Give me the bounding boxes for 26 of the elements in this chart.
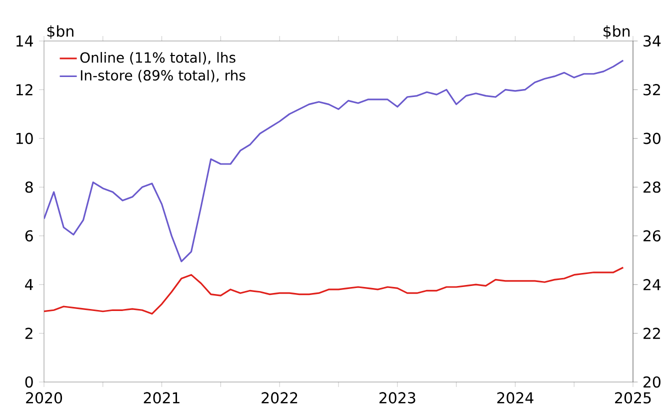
y2-tick-label: 32 <box>644 84 660 96</box>
y-tick-label: 8 <box>25 181 33 193</box>
legend-label: In-store (89% total), rhs <box>80 70 246 82</box>
y2-tick-label: 30 <box>644 132 660 144</box>
y-tick-label: 10 <box>16 132 33 144</box>
y2-tick-label: 24 <box>644 279 661 290</box>
y-tick-label: 6 <box>25 230 33 242</box>
y2-tick-label: 28 <box>644 181 660 193</box>
x-tick-label: 2023 <box>379 392 416 404</box>
y-tick-label: 4 <box>25 279 34 290</box>
x-tick-label: 2022 <box>262 392 298 404</box>
y2-axis-title: $bn <box>604 25 630 39</box>
y-tick-label: 2 <box>25 328 32 339</box>
y2-tick-label: 34 <box>644 35 661 47</box>
y-tick-label: 14 <box>16 36 33 46</box>
y-axis-title: $bn <box>47 25 74 39</box>
x-tick-label: 2020 <box>26 392 62 404</box>
x-tick-label: 2024 <box>497 392 534 404</box>
y-tick-label: 0 <box>25 376 33 388</box>
x-tick-label: 2021 <box>144 392 180 404</box>
y2-tick-label: 22 <box>644 328 660 339</box>
y2-tick-label: 26 <box>644 230 660 242</box>
x-tick-label: 2025 <box>615 392 651 404</box>
y2-tick-label: 20 <box>644 376 660 388</box>
legend-label: Online (11% total), lhs <box>80 52 236 64</box>
y-tick-label: 12 <box>16 84 32 96</box>
